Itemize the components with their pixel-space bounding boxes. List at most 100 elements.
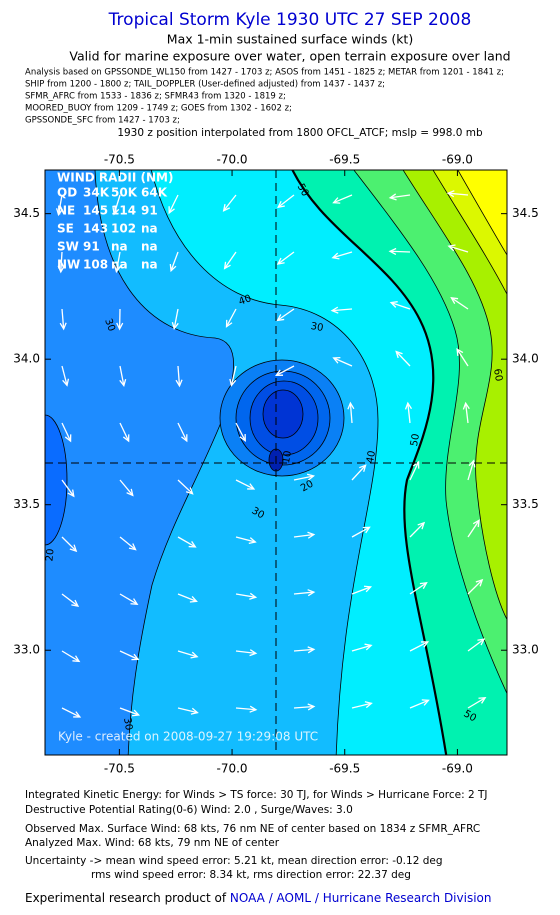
wind-vector — [277, 308, 295, 321]
wind-vector-head — [450, 297, 459, 304]
wind-vector-head — [116, 322, 124, 331]
wind-vector — [61, 707, 81, 718]
wind-vector-head — [468, 459, 476, 468]
wind-vector — [464, 403, 469, 424]
wind-vector — [293, 533, 314, 538]
wind-vector-head — [57, 265, 65, 274]
wind-vector — [61, 308, 65, 329]
wind-vector — [177, 707, 198, 714]
wind-vector — [119, 479, 134, 496]
wind-vector — [456, 348, 469, 367]
wind-vector-head — [72, 655, 81, 663]
wind-vector-head — [229, 378, 237, 387]
wind-vector-head — [249, 705, 258, 713]
wind-vector — [230, 365, 237, 386]
footer-line: Uncertainty -> mean wind speed error: 5.… — [25, 855, 443, 867]
axes: -70.5 -70.5 -70.0 -70.0 -69.5 -69.5 -69.0 -69.0… — [13, 153, 538, 776]
wind-vector — [173, 308, 179, 329]
footer-line: Integrated Kinetic Energy: for Winds > T… — [25, 789, 487, 801]
radii-cell: 91 — [83, 240, 100, 254]
wind-vector-head — [131, 709, 141, 717]
wind-vector — [61, 536, 77, 552]
wind-vector-head — [363, 585, 373, 593]
wind-vector-head — [417, 521, 426, 530]
source-line: Analysis based on GPSSONDE_WL150 from 14… — [25, 68, 504, 78]
wind-vector-head — [306, 473, 316, 481]
wind-vector-head — [412, 460, 420, 469]
footer-line: Observed Max. Surface Wind: 68 kts, 76 n… — [25, 823, 480, 835]
footer-line: rms wind speed error: 8.34 kt, rms direc… — [91, 869, 411, 881]
wind-vector-head — [67, 489, 75, 498]
radii-cell: SW — [57, 240, 79, 254]
wind-vector — [351, 464, 367, 481]
wind-vector-head — [395, 350, 403, 359]
wind-vector-head — [190, 651, 199, 659]
wind-vector-head — [332, 357, 341, 364]
wind-vector — [390, 301, 411, 310]
wind-vector-head — [168, 206, 175, 215]
wind-vector — [177, 422, 188, 442]
radii-header: 34K — [83, 186, 110, 200]
wind-vector — [119, 536, 136, 551]
wind-vector-head — [307, 589, 316, 597]
wind-vector-head — [446, 190, 455, 198]
subtitle: Max 1-min sustained surface winds (kt) — [167, 32, 413, 47]
wind-vector — [235, 536, 256, 543]
wind-vector — [395, 351, 411, 367]
wind-vector — [57, 194, 63, 215]
wind-vector — [119, 422, 130, 442]
wind-vector-head — [126, 488, 134, 497]
radii-cell: SE — [57, 222, 74, 236]
wind-vector-head — [247, 483, 256, 490]
y-tick-label: 34.0 — [512, 352, 539, 366]
wind-vector-head — [62, 378, 70, 387]
wind-vector-head — [249, 649, 258, 657]
position-note: 1930 z position interpolated from 1800 O… — [117, 127, 483, 139]
wind-vector — [351, 702, 372, 709]
wind-vector — [119, 650, 139, 660]
wind-vector-head — [185, 487, 194, 495]
wind-vector — [409, 522, 425, 538]
wind-vector — [448, 192, 469, 196]
wind-vector — [119, 365, 125, 386]
wind-vector — [277, 251, 295, 265]
wind-vector-head — [64, 434, 72, 443]
wind-vector — [177, 593, 197, 602]
footer-line: Destructive Potential Rating(0-6) Wind: … — [25, 804, 353, 816]
credit-prefix: Experimental research product of — [25, 891, 230, 905]
wind-vector-head — [171, 321, 179, 331]
wind-vector — [119, 707, 139, 716]
wind-vector-head — [332, 197, 341, 204]
wind-vector-head — [478, 697, 487, 704]
wind-vector — [293, 648, 314, 652]
wind-vector-head — [73, 711, 82, 718]
wind-vector-head — [472, 519, 480, 528]
fill-low — [262, 389, 304, 439]
fill-55 — [353, 170, 507, 695]
contour-label: 50 — [409, 433, 422, 447]
wind-vector — [349, 403, 353, 424]
radii-cell: na — [111, 258, 128, 272]
radii-cell: 114 — [111, 204, 136, 218]
wind-vector — [409, 582, 427, 595]
wind-vector — [467, 697, 486, 709]
radii-header: 64K — [141, 186, 168, 200]
radii-cell: na — [141, 240, 158, 254]
footer-line: Analyzed Max. Wind: 68 kts, 79 nm NE of … — [25, 837, 280, 849]
wind-vector-head — [307, 703, 316, 711]
radii-title: WIND RADII (NM) — [57, 171, 173, 185]
wind-vector — [115, 251, 121, 272]
wind-vector-head — [122, 434, 130, 443]
title: Tropical Storm Kyle 1930 UTC 27 SEP 2008 — [108, 10, 472, 30]
wind-vector — [448, 245, 469, 253]
x-tick-label: -69.5 — [329, 762, 360, 776]
wind-vector-head — [276, 314, 285, 322]
x-tick-label: -70.0 — [217, 762, 248, 776]
fill-68 — [457, 170, 507, 256]
wind-vector — [333, 194, 353, 204]
credit-org: NOAA / AOML / Hurricane Research Divisio… — [230, 891, 492, 905]
wind-vector-head — [331, 252, 340, 260]
y-tick-label: 33.5 — [13, 497, 40, 511]
wind-vector-head — [249, 592, 258, 600]
y-tick-label: 33.0 — [512, 643, 539, 657]
